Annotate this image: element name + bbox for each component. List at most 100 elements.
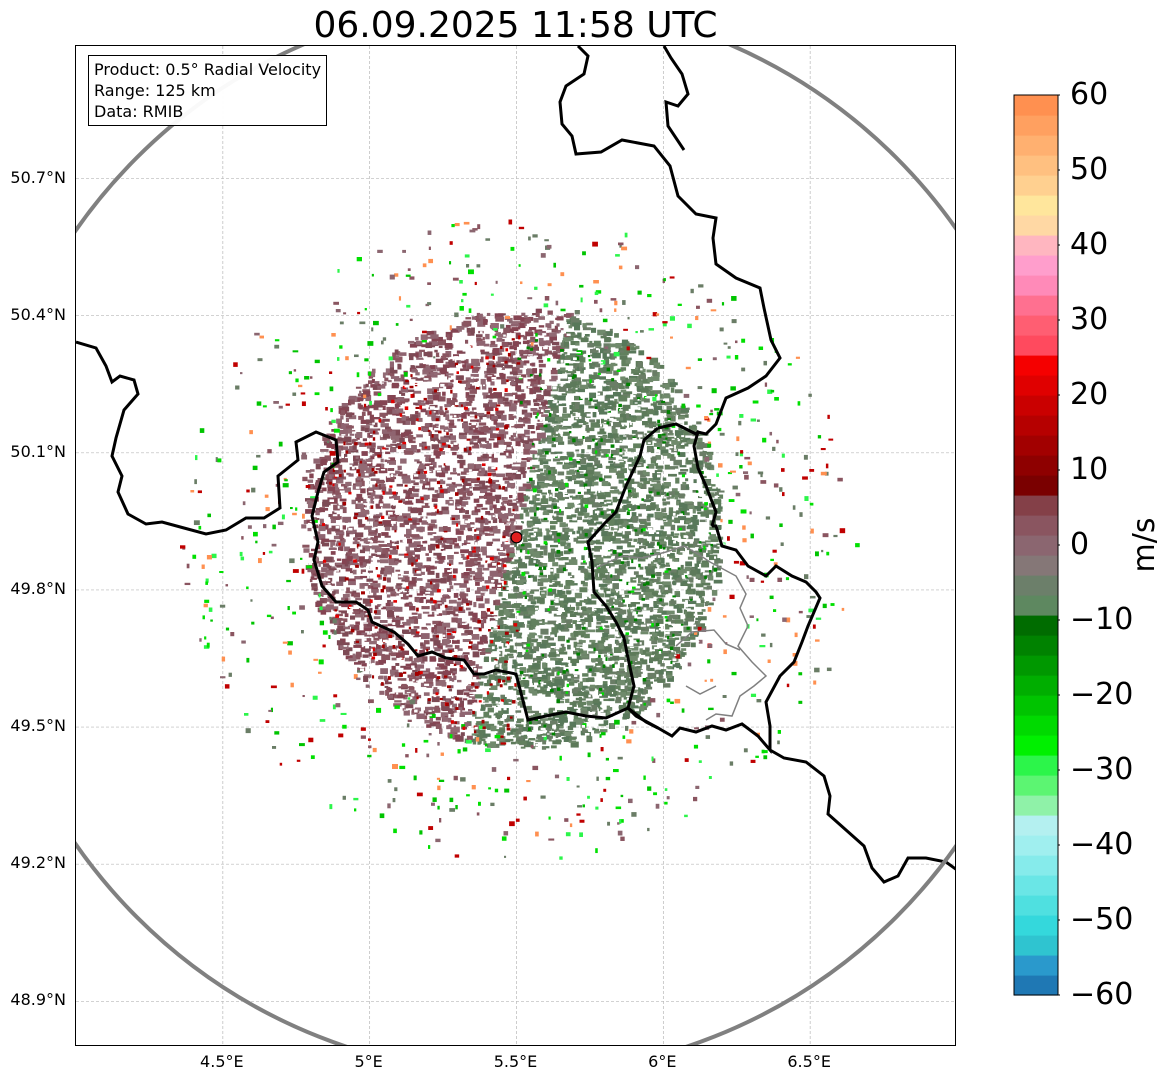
echo-gate (424, 463, 432, 467)
echo-gate (580, 370, 584, 374)
echo-gate (459, 583, 467, 588)
echo-gate (322, 563, 330, 566)
echo-gate (560, 689, 564, 693)
echo-gate (485, 333, 490, 340)
echo-gate (323, 524, 329, 530)
echo-gate (373, 590, 377, 596)
echo-gate (625, 691, 634, 696)
echo-gate (370, 498, 375, 504)
echo-gate (656, 581, 663, 585)
echo-gate (525, 548, 534, 554)
echo-gate (442, 437, 449, 440)
echo-gate (513, 525, 523, 530)
echo-gate (539, 586, 547, 589)
echo-gate (488, 674, 496, 680)
echo-gate (473, 429, 482, 433)
echo-gate (673, 646, 681, 652)
echo-gate (538, 457, 546, 462)
echo-gate (600, 585, 605, 589)
echo-gate (476, 419, 482, 423)
echo-gate (627, 541, 632, 547)
echo-gate (621, 342, 631, 347)
radar-map[interactable] (75, 45, 956, 1046)
echo-gate (672, 633, 682, 637)
echo-gate (603, 720, 609, 726)
echo-gate (336, 469, 344, 474)
echo-gate (661, 531, 667, 537)
echo-gate (660, 525, 665, 530)
echo-gate (463, 698, 468, 701)
echo-gate (715, 492, 719, 496)
echo-gate (674, 637, 680, 640)
echo-gate (502, 397, 509, 402)
echo-gate (653, 442, 663, 447)
echo-gate (495, 422, 505, 428)
echo-gate (649, 625, 658, 629)
echo-gate (446, 373, 454, 376)
echo-gate (416, 449, 421, 453)
echo-gate (592, 699, 600, 704)
echo-gate (687, 584, 691, 591)
echo-gate (367, 595, 376, 598)
echo-gate (652, 614, 662, 618)
echo-gate (596, 593, 605, 598)
echo-gate (480, 546, 487, 553)
echo-gate (388, 561, 398, 566)
echo-gate (670, 531, 674, 537)
echo-gate (392, 440, 397, 444)
echo-gate (622, 604, 627, 607)
echo-gate (523, 507, 529, 513)
echo-gate (689, 633, 699, 637)
echo-gate (522, 542, 531, 547)
echo-gate (632, 588, 641, 591)
echo-gate (336, 581, 344, 586)
echo-gate (390, 505, 396, 509)
echo-gate (693, 525, 698, 532)
echo-gate (532, 495, 540, 502)
echo-gate (686, 525, 694, 530)
echo-gate (581, 568, 588, 573)
echo-gate (527, 741, 534, 747)
echo-gate (353, 627, 358, 631)
echo-gate (562, 431, 570, 436)
echo-gate (449, 700, 454, 705)
echo-gate (631, 430, 638, 434)
echo-gate (579, 458, 587, 465)
echo-gate (483, 343, 490, 347)
echo-gate (523, 680, 530, 686)
echo-gate (539, 454, 547, 458)
echo-gate (654, 512, 663, 518)
echo-gate (632, 689, 637, 694)
echo-gate (374, 535, 378, 538)
echo-gate (357, 513, 367, 518)
echo-gate (351, 553, 359, 559)
echo-gate (645, 653, 652, 657)
echo-gate (533, 621, 540, 627)
echo-gate (645, 618, 652, 624)
echo-gate (471, 435, 480, 439)
echo-gate (567, 476, 572, 482)
echo-gate (536, 736, 545, 739)
echo-gate (618, 397, 628, 402)
echo-gate (482, 617, 487, 624)
echo-gate (635, 668, 639, 675)
echo-gate (506, 604, 516, 608)
echo-gate (587, 477, 596, 481)
echo-gate (322, 435, 330, 441)
echo-gate (498, 710, 503, 716)
echo-gate (651, 392, 658, 397)
echo-gate (322, 487, 327, 492)
echo-gate (645, 568, 655, 574)
echo-gate (601, 449, 611, 454)
echo-gate (460, 368, 470, 372)
echo-gate (430, 461, 437, 468)
echo-gate (550, 548, 556, 553)
echo-gate (509, 625, 515, 631)
echo-gate (321, 538, 330, 543)
echo-gate (521, 458, 529, 461)
echo-gate (595, 658, 603, 662)
echo-gate (369, 640, 377, 645)
echo-gate (442, 649, 451, 653)
echo-gate (530, 516, 539, 520)
echo-gate (320, 581, 326, 588)
